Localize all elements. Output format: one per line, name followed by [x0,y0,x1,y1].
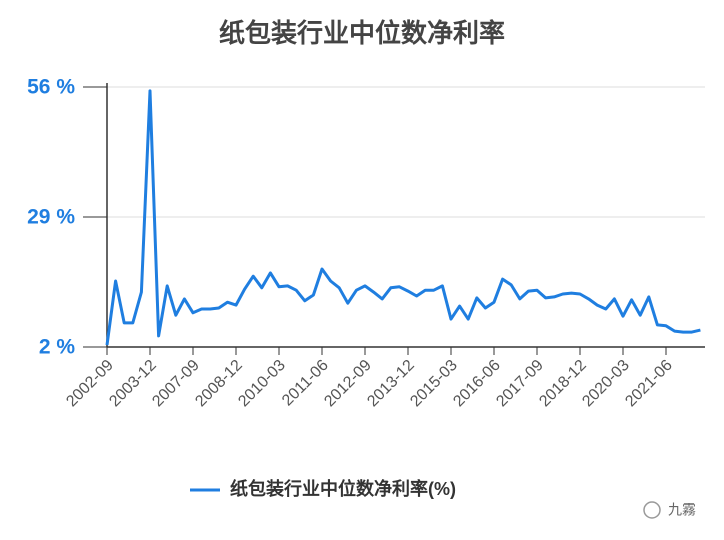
x-tick-label: 2002-09 [63,357,117,411]
x-tick-label: 2012-09 [321,357,375,411]
chart-title: 纸包装行业中位数净利率 [219,18,505,48]
x-tick-label: 2021-06 [622,357,676,411]
x-tick-label: 2017-09 [493,357,547,411]
watermark: 九霧 [643,501,696,519]
y-tick-label: 2 % [39,336,76,359]
y-tick-label: 29 % [27,206,75,229]
series-line [105,89,701,346]
x-tick-label: 2010-03 [235,357,289,411]
x-tick-label: 2018-12 [536,357,590,411]
x-tick-label: 2007-09 [149,357,203,411]
x-tick-label: 2008-12 [192,357,246,411]
watermark-text: 九霧 [668,502,696,518]
legend: 纸包装行业中位数净利率(%) [190,478,456,499]
watermark-icon [643,501,661,519]
x-tick-label: 2015-03 [407,357,461,411]
legend-label: 纸包装行业中位数净利率(%) [230,478,456,499]
x-tick-label: 2016-06 [450,357,504,411]
y-tick-label: 56 % [27,76,75,99]
x-tick-label: 2003-12 [106,357,160,411]
x-tick-label: 2013-12 [364,357,418,411]
x-tick-label: 2020-03 [579,357,633,411]
